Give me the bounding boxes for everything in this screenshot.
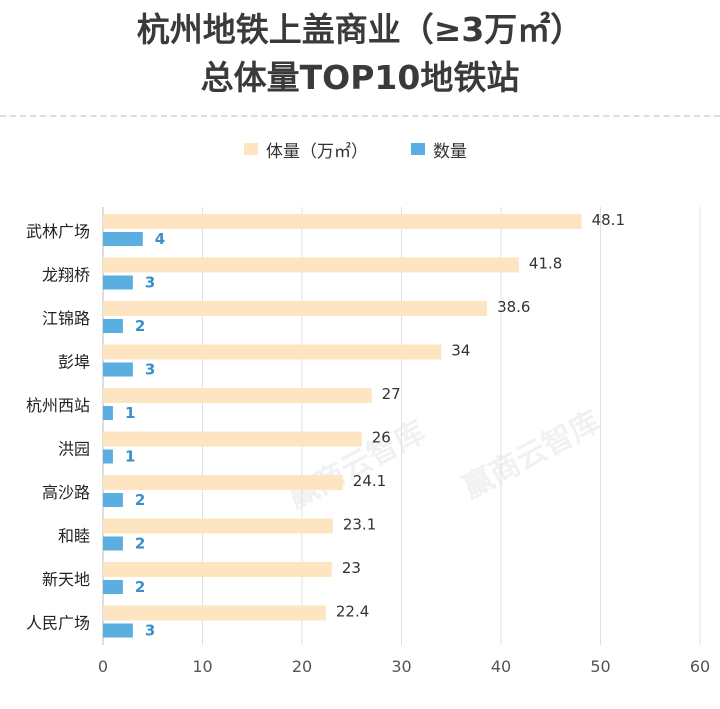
category-label: 新天地 [42,570,90,589]
category-label: 江锦路 [42,309,90,328]
count-value-label: 3 [145,361,155,379]
count-bar [103,493,123,507]
volume-bar [103,257,519,273]
volume-value-label: 38.6 [497,298,530,316]
x-tick-label: 30 [391,657,411,676]
count-bar [103,623,133,638]
volume-bar [103,431,362,447]
legend-label-volume: 体量（万㎡） [266,141,368,162]
legend-item-volume[interactable]: 体量（万㎡） [244,137,368,162]
count-bar [103,275,133,290]
count-value-label: 1 [125,448,135,466]
volume-value-label: 23.1 [343,516,376,534]
volume-value-label: 22.4 [336,603,369,621]
count-value-label: 3 [145,622,155,640]
volume-value-label: 26 [372,429,391,447]
category-label: 人民广场 [26,614,90,633]
count-value-label: 4 [155,230,165,248]
volume-value-label: 41.8 [529,255,562,273]
count-value-label: 2 [135,535,145,553]
count-bar [103,536,123,551]
x-tick-label: 0 [98,657,108,676]
count-value-label: 3 [145,274,155,292]
volume-bar [103,214,582,229]
category-label: 高沙路 [42,483,90,502]
chart-title-line2: 总体量TOP10地铁站 [200,58,520,97]
x-tick-label: 20 [292,657,312,676]
count-bar [103,449,113,464]
count-bar [103,362,133,377]
volume-bar [103,344,442,360]
chart-title: 杭州地铁上盖商业（≥3万㎡） 总体量TOP10地铁站 [0,6,720,102]
legend-swatch-volume [244,143,258,155]
volume-bar [103,518,333,534]
count-value-label: 2 [135,491,145,509]
category-label: 洪园 [58,440,90,459]
legend-swatch-count [411,143,425,155]
x-tick-label: 40 [491,657,511,676]
volume-value-label: 24.1 [353,472,386,490]
count-bar [103,406,113,420]
volume-value-label: 34 [451,342,470,360]
legend-item-count[interactable]: 数量 [411,137,467,162]
count-value-label: 1 [125,404,135,422]
category-label: 龙翔桥 [42,266,90,285]
volume-bar [103,605,326,621]
count-value-label: 2 [135,578,145,596]
chart-legend: 体量（万㎡） 数量 [0,137,720,162]
category-label: 和睦 [58,527,90,546]
volume-bar [103,475,343,490]
volume-value-label: 48.1 [592,211,625,229]
category-label: 武林广场 [26,222,90,241]
volume-bar [103,562,332,577]
chart-title-line1: 杭州地铁上盖商业（≥3万㎡） [136,10,584,49]
volume-bar [103,388,372,403]
legend-label-count: 数量 [433,141,467,162]
volume-value-label: 27 [382,385,401,403]
x-tick-label: 60 [690,657,710,676]
volume-value-label: 23 [342,559,361,577]
title-divider [0,115,720,117]
volume-bar [103,301,488,316]
count-bar [103,232,143,246]
category-label: 彭埠 [58,353,90,372]
x-tick-label: 50 [590,657,610,676]
count-bar [103,580,123,594]
count-value-label: 2 [135,317,145,335]
count-bar [103,319,123,333]
category-label: 杭州西站 [26,396,90,415]
x-tick-label: 10 [192,657,212,676]
